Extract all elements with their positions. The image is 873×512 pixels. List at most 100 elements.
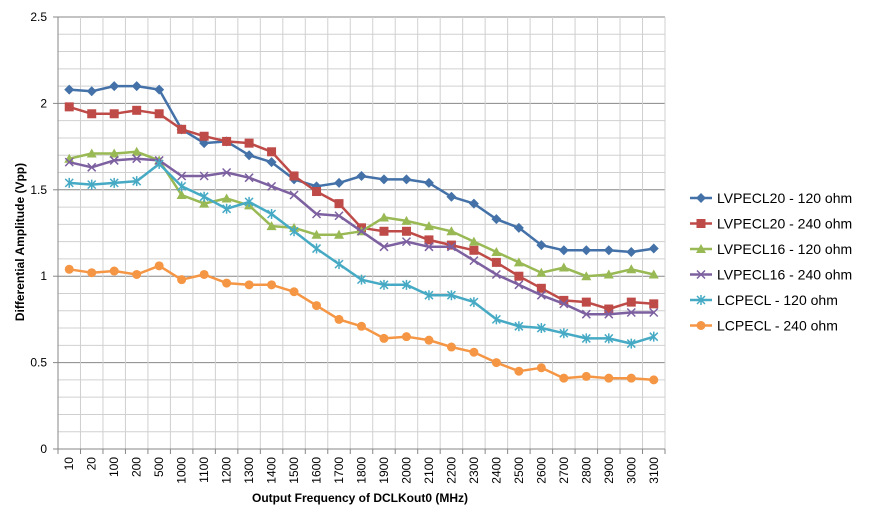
data-point — [446, 342, 456, 352]
data-point — [64, 84, 75, 95]
data-point — [469, 347, 479, 357]
x-tick-label: 1300 — [242, 457, 256, 484]
data-point — [424, 242, 434, 252]
x-tick-label: 2700 — [557, 457, 571, 484]
series-5 — [64, 158, 659, 349]
data-point — [199, 191, 209, 202]
data-point — [177, 181, 187, 192]
data-point — [132, 176, 142, 187]
data-point — [626, 264, 637, 274]
data-point — [289, 226, 299, 237]
legend-label: LVPECL20 - 240 ohm — [717, 216, 852, 232]
x-tick-label: 1900 — [377, 457, 391, 484]
data-point — [603, 269, 614, 279]
y-tick-label: 1.5 — [30, 183, 47, 197]
data-point — [131, 81, 142, 92]
data-point — [64, 264, 74, 274]
data-point — [199, 269, 209, 279]
data-point — [401, 174, 412, 185]
data-point — [469, 256, 479, 266]
data-point — [334, 229, 345, 239]
x-tick-label: 1600 — [310, 457, 324, 484]
data-point — [514, 321, 524, 332]
data-point — [626, 307, 636, 318]
data-point — [221, 193, 232, 203]
data-point — [446, 240, 456, 250]
data-point — [244, 173, 254, 183]
legend-swatch-marker — [696, 269, 706, 280]
series-line — [68, 157, 654, 316]
data-point — [334, 314, 344, 324]
data-point — [334, 199, 344, 209]
x-tick-label: 3100 — [647, 457, 661, 484]
data-point — [378, 174, 389, 185]
x-tick-label: 2500 — [512, 457, 526, 484]
series-line — [68, 150, 655, 278]
data-point — [222, 203, 232, 214]
x-tick-label: 2900 — [602, 457, 616, 484]
data-point — [423, 177, 434, 188]
data-point — [446, 226, 457, 236]
data-point — [86, 86, 97, 97]
data-point — [177, 124, 187, 134]
data-point — [289, 190, 299, 200]
data-point — [199, 131, 209, 141]
legend-label: LCPECL - 120 ohm — [717, 292, 838, 308]
data-point — [64, 157, 74, 167]
legend-label: LVPECL20 - 120 ohm — [717, 190, 852, 206]
data-point — [559, 299, 569, 309]
data-point — [266, 157, 277, 168]
data-point — [334, 211, 344, 221]
x-tick-label: 1200 — [220, 457, 234, 484]
series-line — [69, 162, 655, 345]
data-point — [199, 171, 209, 181]
data-point — [244, 196, 254, 207]
legend-swatch-marker — [696, 219, 706, 228]
data-point — [109, 177, 119, 188]
x-tick-label: 3000 — [624, 457, 638, 484]
data-point — [513, 222, 524, 233]
data-point — [356, 226, 367, 236]
x-tick-label: 20 — [85, 457, 99, 471]
legend-item: LCPECL - 240 ohm — [690, 318, 838, 334]
x-tick-label: 1100 — [197, 457, 211, 483]
data-point — [514, 280, 524, 290]
data-point — [267, 280, 277, 290]
x-tick-labels: 10 20 100 200 500 1000 1100 1200 1300 1400 1500 160… — [62, 457, 661, 484]
data-point — [312, 301, 322, 311]
data-point — [604, 373, 614, 383]
data-point — [581, 297, 591, 307]
data-point — [154, 158, 164, 169]
y-axis-title: Differential Amplitude (Vpp) — [13, 163, 27, 321]
legend: LVPECL20 - 120 ohm LVPECL20 - 240 ohm LVPE… — [690, 190, 852, 334]
data-point — [289, 287, 299, 297]
x-tick-label: 2200 — [444, 457, 458, 484]
x-tick-label: 2100 — [422, 457, 436, 484]
data-point — [267, 208, 277, 219]
data-point — [424, 335, 434, 345]
x-tick-label: 2300 — [467, 457, 481, 484]
y-tick-label: 2.5 — [30, 10, 47, 24]
data-point — [626, 247, 637, 258]
data-point — [289, 171, 299, 181]
x-tick-label: 2400 — [489, 457, 503, 484]
data-point — [109, 266, 119, 276]
data-point — [581, 371, 591, 381]
data-point — [446, 290, 456, 301]
x-tick-label: 200 — [130, 457, 144, 477]
data-point — [468, 236, 479, 246]
data-point — [491, 257, 501, 267]
data-point — [109, 81, 120, 92]
data-point — [536, 363, 546, 373]
legend-label: LVPECL16 - 120 ohm — [717, 241, 852, 257]
data-point — [514, 366, 524, 376]
data-point — [176, 189, 187, 199]
data-point — [536, 323, 546, 334]
legend-item: LVPECL20 - 120 ohm — [690, 190, 852, 206]
data-point — [581, 271, 592, 281]
data-point — [514, 271, 524, 281]
data-point — [559, 373, 569, 383]
data-point — [357, 321, 366, 331]
data-point — [244, 138, 254, 148]
data-point — [559, 295, 569, 305]
